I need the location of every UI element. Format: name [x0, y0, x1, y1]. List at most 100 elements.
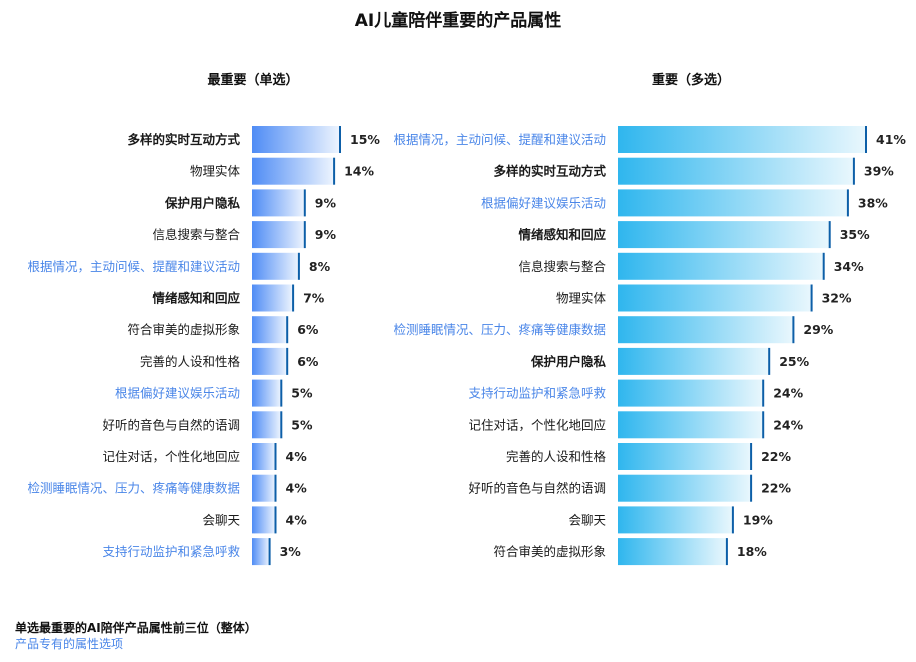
- left-value-label: 6%: [297, 322, 319, 337]
- multiple-choice-chart: 重要（多选） 根据情况，主动问候、提醒和建议活动 41% 多样的实时互动方式 39% 根据…: [393, 72, 906, 566]
- left-value-label: 7%: [303, 291, 325, 306]
- right-bar-end-marker: [810, 284, 813, 312]
- right-category-label: 情绪感知和回应: [518, 227, 606, 242]
- right-category-label: 根据情况，主动问候、提醒和建议活动: [393, 132, 606, 147]
- right-bar-end-marker: [768, 347, 771, 375]
- chart-title: AI儿童陪伴重要的产品属性: [354, 11, 562, 31]
- left-category-label: 保护用户隐私: [164, 195, 241, 210]
- left-value-label: 4%: [286, 449, 308, 464]
- left-value-label: 15%: [350, 132, 380, 147]
- right-bar-end-marker: [750, 474, 753, 502]
- left-bar: [252, 411, 282, 439]
- left-bar-end-marker: [333, 157, 336, 185]
- left-bar-end-marker: [280, 411, 283, 439]
- left-value-label: 8%: [309, 259, 331, 274]
- left-bar: [252, 157, 335, 185]
- right-value-label: 18%: [737, 544, 767, 559]
- right-bar: [618, 379, 764, 407]
- left-category-label: 根据情况，主动问候、提醒和建议活动: [27, 259, 240, 274]
- right-bar-end-marker: [725, 538, 728, 566]
- right-bar-end-marker: [762, 411, 765, 439]
- left-value-label: 14%: [344, 164, 374, 179]
- left-value-label: 3%: [280, 544, 302, 559]
- left-category-label: 符合审美的虚拟形象: [127, 322, 240, 337]
- left-bar: [252, 443, 276, 470]
- left-category-label: 支持行动监护和紧急呼救: [102, 544, 240, 559]
- left-category-label: 完善的人设和性格: [140, 354, 241, 369]
- right-value-label: 22%: [761, 449, 791, 464]
- left-value-label: 5%: [291, 417, 313, 432]
- right-bar-end-marker: [762, 379, 765, 407]
- right-bar: [618, 506, 733, 534]
- left-bar-end-marker: [303, 221, 306, 249]
- right-value-label: 25%: [779, 354, 809, 369]
- left-bar: [252, 379, 282, 407]
- right-chart-subtitle: 重要（多选）: [652, 72, 730, 88]
- left-bar: [252, 347, 288, 375]
- right-value-label: 29%: [803, 322, 833, 337]
- left-bar-end-marker: [292, 284, 295, 312]
- left-bar: [252, 189, 305, 217]
- footnote-bold-legend: 单选最重要的AI陪伴产品属性前三位（整体）: [15, 621, 257, 635]
- right-bar: [618, 157, 854, 185]
- left-value-label: 4%: [286, 481, 308, 496]
- left-bar: [252, 474, 276, 502]
- left-bar-end-marker: [274, 443, 277, 470]
- right-category-label: 物理实体: [556, 291, 607, 306]
- left-chart-subtitle: 最重要（单选）: [207, 72, 298, 88]
- right-value-label: 35%: [840, 227, 870, 242]
- right-bar-end-marker: [846, 189, 849, 217]
- right-bar: [618, 221, 830, 249]
- left-bar: [252, 252, 299, 280]
- right-category-label: 多样的实时互动方式: [493, 164, 606, 179]
- right-value-label: 38%: [858, 195, 888, 210]
- single-choice-chart: 最重要（单选） 多样的实时互动方式 15% 物理实体 14% 保护用户隐私 9% 信息搜索与整…: [27, 72, 380, 566]
- left-value-label: 9%: [315, 195, 337, 210]
- left-bar-end-marker: [339, 126, 341, 153]
- right-category-label: 检测睡眠情况、压力、疼痛等健康数据: [393, 322, 606, 337]
- right-bar-end-marker: [865, 126, 867, 153]
- left-bar-end-marker: [303, 189, 306, 217]
- right-bar-end-marker: [828, 221, 831, 249]
- left-bar-end-marker: [268, 538, 271, 566]
- left-value-label: 9%: [315, 227, 337, 242]
- left-category-label: 根据偏好建议娱乐活动: [115, 386, 240, 401]
- right-category-label: 信息搜索与整合: [518, 259, 606, 274]
- footnote-highlight-legend: 产品专有的属性选项: [15, 637, 124, 651]
- footnotes: 单选最重要的AI陪伴产品属性前三位（整体） 产品专有的属性选项: [15, 620, 257, 652]
- right-value-label: 24%: [773, 417, 803, 432]
- left-category-label: 物理实体: [190, 164, 241, 179]
- left-bar-end-marker: [286, 347, 289, 375]
- right-bar: [618, 284, 812, 312]
- right-bar: [618, 316, 794, 344]
- right-bar-end-marker: [852, 157, 855, 185]
- right-value-label: 19%: [743, 512, 773, 527]
- left-bar-end-marker: [274, 474, 277, 502]
- right-bar: [618, 347, 770, 375]
- right-bar: [618, 443, 752, 470]
- left-category-label: 情绪感知和回应: [152, 291, 240, 306]
- right-category-label: 支持行动监护和紧急呼救: [468, 386, 606, 401]
- right-category-label: 根据偏好建议娱乐活动: [481, 195, 606, 210]
- right-category-label: 会聊天: [568, 512, 606, 527]
- left-category-label: 好听的音色与自然的语调: [102, 417, 240, 432]
- right-bar-end-marker: [792, 316, 795, 344]
- left-bar: [252, 538, 270, 566]
- left-value-label: 5%: [291, 386, 313, 401]
- right-category-label: 符合审美的虚拟形象: [493, 544, 606, 559]
- right-value-label: 32%: [822, 291, 852, 306]
- left-bar: [252, 284, 294, 312]
- left-category-label: 信息搜索与整合: [152, 227, 240, 242]
- left-category-label: 会聊天: [202, 512, 240, 527]
- left-bar-end-marker: [274, 506, 277, 534]
- right-bar: [618, 474, 752, 502]
- right-value-label: 39%: [864, 164, 894, 179]
- right-category-label: 完善的人设和性格: [506, 449, 607, 464]
- right-value-label: 34%: [834, 259, 864, 274]
- left-bar: [252, 316, 288, 344]
- left-bar: [252, 506, 276, 534]
- left-bar: [252, 221, 305, 249]
- left-category-label: 多样的实时互动方式: [127, 132, 240, 147]
- left-category-label: 记住对话，个性化地回应: [102, 449, 240, 464]
- left-value-label: 4%: [286, 512, 308, 527]
